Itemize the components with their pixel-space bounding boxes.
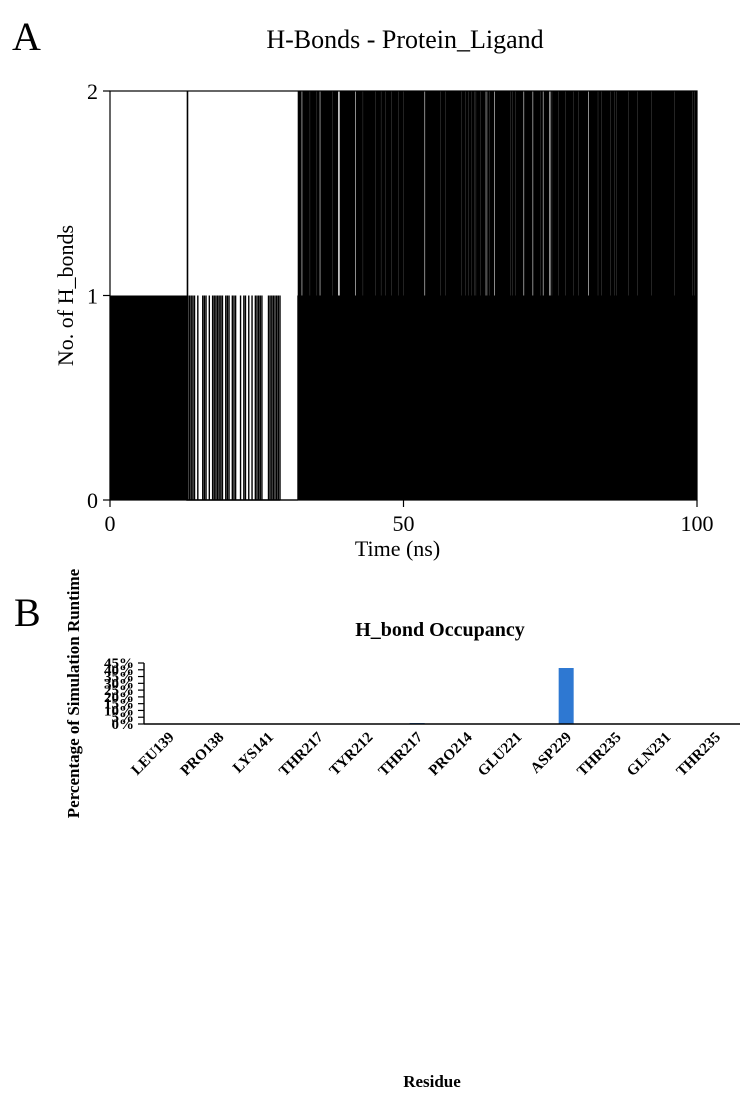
x-tick-label: GLU221 bbox=[475, 730, 525, 780]
panel-b-y-axis-label: Percentage of Simulation Runtime bbox=[64, 568, 83, 818]
hbond-trace bbox=[109, 91, 698, 501]
trace-spikes bbox=[109, 295, 187, 501]
x-tick-label: THR217 bbox=[276, 729, 327, 780]
panel-a-x-axis-label: Time (ns) bbox=[355, 536, 440, 561]
panel-a-y-axis-label: No. of H_bonds bbox=[53, 225, 78, 366]
panel-a-hbond-timeseries: A H-Bonds - Protein_Ligand 0 50 100 0 1 2 Tim… bbox=[12, 14, 714, 561]
y-tick-label: 5% bbox=[112, 710, 135, 726]
panel-b-x-ticks: LEU139 PRO138 LYS141 THR217 TYR212 THR217 PRO2… bbox=[129, 729, 724, 780]
x-tick-label: PRO214 bbox=[426, 729, 476, 779]
x-tick-label: THR235 bbox=[674, 730, 724, 780]
y-tick-label: 20% bbox=[104, 690, 134, 706]
panel-b-axes bbox=[143, 663, 740, 725]
panel-a-title: H-Bonds - Protein_Ligand bbox=[266, 25, 543, 54]
y-tick-label: 35% bbox=[104, 670, 134, 686]
y-tick-label: 0% bbox=[112, 717, 135, 733]
y-tick-label: 0 bbox=[87, 488, 98, 513]
panel-b-x-axis-label: Residue bbox=[403, 1072, 461, 1091]
panel-b-letter: B bbox=[14, 590, 41, 635]
y-tick-label: 45% bbox=[104, 656, 134, 672]
x-tick-label: ASP229 bbox=[528, 730, 575, 777]
x-tick-label: 0 bbox=[105, 511, 116, 536]
panel-b-title: H_bond Occupancy bbox=[355, 619, 524, 641]
trace-spikes bbox=[297, 91, 698, 501]
trace-segment-4 bbox=[297, 91, 698, 501]
trace-spikes bbox=[185, 295, 281, 501]
x-tick-label: PRO138 bbox=[178, 730, 228, 780]
x-tick-label: 50 bbox=[393, 511, 415, 536]
x-tick-label: THR217 bbox=[376, 729, 427, 780]
x-tick-label: 100 bbox=[681, 511, 714, 536]
y-tick-label: 15% bbox=[104, 697, 134, 713]
panel-b-hbond-occupancy: B H_bond Occupancy 0%5%10%15%20%25%30%35… bbox=[14, 568, 740, 1091]
x-tick-label: THR235 bbox=[574, 730, 624, 780]
y-tick-label: 40% bbox=[104, 663, 134, 679]
x-tick-label: LEU139 bbox=[129, 730, 178, 779]
y-tick-label: 25% bbox=[104, 683, 134, 699]
y-tick-label: 30% bbox=[104, 676, 134, 692]
y-tick-label: 1 bbox=[87, 284, 98, 309]
bar-asp229 bbox=[558, 668, 574, 724]
x-tick-label: GLN231 bbox=[624, 730, 674, 780]
panel-a-ticks: 0 50 100 0 1 2 bbox=[87, 79, 714, 536]
occupancy-bars bbox=[409, 668, 574, 724]
x-tick-label: LYS141 bbox=[230, 730, 277, 777]
panel-a-letter: A bbox=[12, 14, 41, 59]
y-tick-label: 10% bbox=[104, 703, 134, 719]
y-tick-label: 2 bbox=[87, 79, 98, 104]
panel-b-y-ticks: 0%5%10%15%20%25%30%35%40%45% bbox=[104, 656, 144, 733]
trace-segment-0 bbox=[109, 295, 187, 501]
x-tick-label: TYR212 bbox=[327, 730, 377, 780]
trace-segment-2 bbox=[185, 295, 281, 501]
